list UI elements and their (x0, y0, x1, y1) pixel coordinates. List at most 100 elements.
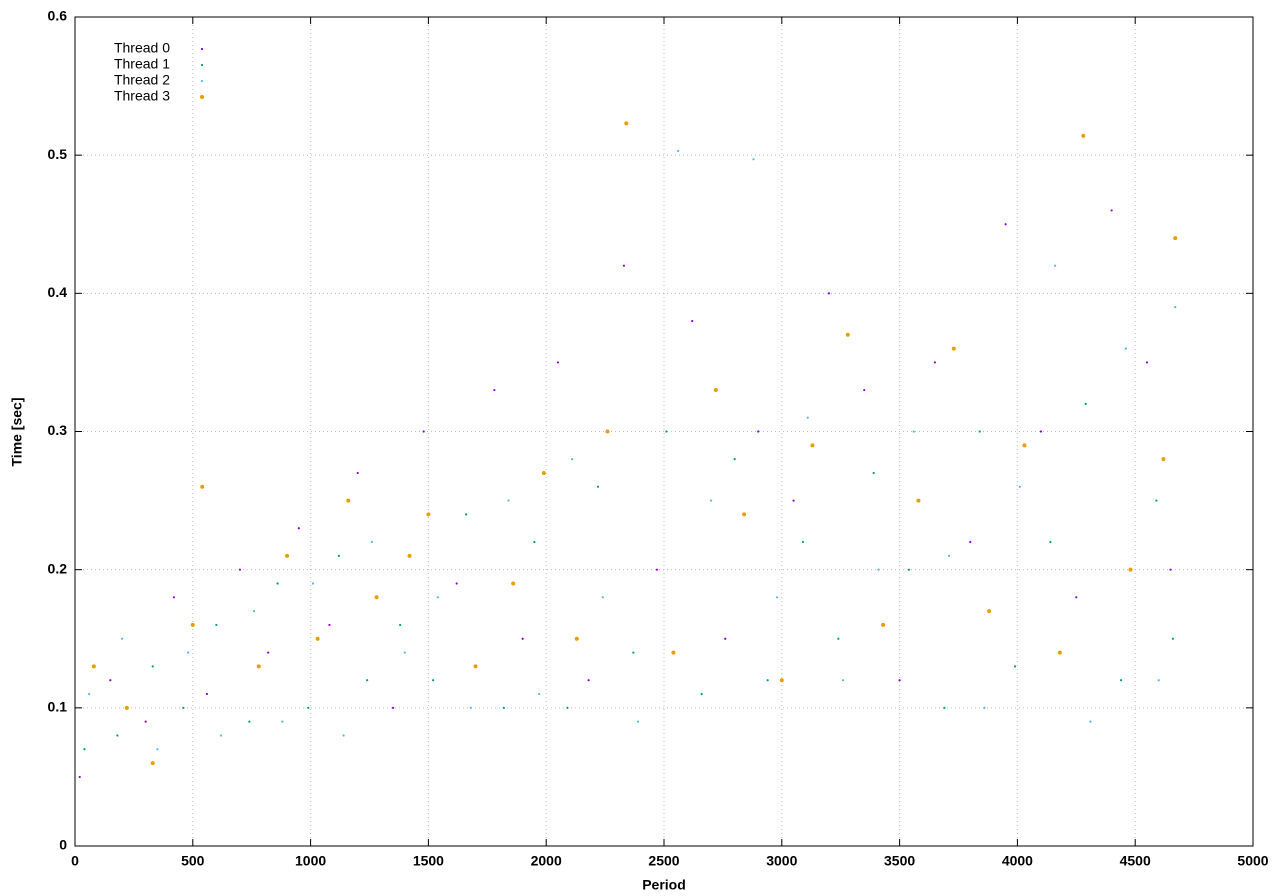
point (307, 706, 310, 709)
point (78, 775, 81, 779)
point (511, 581, 516, 586)
point (1049, 540, 1052, 544)
point (933, 361, 937, 364)
point (399, 623, 402, 627)
point (151, 665, 154, 668)
point (1155, 499, 1158, 502)
legend-marker (200, 79, 204, 83)
y-axis-label: Time [sec] (9, 398, 25, 467)
point (1157, 679, 1160, 682)
point (426, 512, 431, 517)
point (969, 540, 972, 544)
point (601, 596, 604, 599)
point (943, 706, 946, 709)
x-axis-label: Period (642, 877, 686, 893)
point (366, 679, 369, 682)
point (205, 692, 209, 696)
point (766, 679, 769, 682)
point (983, 706, 986, 709)
point (806, 416, 809, 419)
point (779, 678, 784, 683)
point (655, 568, 659, 571)
point (1171, 637, 1174, 640)
point (337, 554, 340, 557)
point (473, 664, 478, 669)
point (877, 568, 880, 571)
point (710, 499, 713, 502)
legend-label: Thread 3 (114, 88, 170, 104)
point (665, 430, 668, 433)
point (810, 443, 815, 448)
point (144, 720, 147, 723)
point (775, 596, 779, 599)
point (342, 734, 345, 737)
point (691, 319, 694, 323)
point (252, 610, 256, 613)
point (1161, 457, 1166, 462)
point (109, 679, 112, 682)
point (1089, 720, 1092, 723)
point (1081, 133, 1086, 138)
point (150, 761, 155, 766)
y-tick-label: 0.6 (48, 8, 68, 24)
y-tick-label: 0.1 (48, 699, 68, 715)
point (83, 748, 86, 751)
point (632, 651, 635, 654)
point (1145, 361, 1149, 364)
point (596, 485, 600, 488)
x-tick-label: 5000 (1237, 853, 1268, 869)
y-tick-label: 0.5 (48, 146, 68, 162)
point (624, 121, 629, 126)
point (315, 636, 320, 641)
point (1174, 306, 1177, 309)
point (1119, 679, 1123, 682)
point (742, 512, 747, 517)
point (713, 388, 718, 393)
point (374, 595, 379, 600)
legend-label: Thread 2 (114, 72, 170, 88)
point (792, 499, 795, 502)
legend-marker (200, 95, 204, 99)
point (88, 692, 91, 696)
point (219, 734, 223, 737)
point (978, 430, 981, 433)
point (1173, 236, 1178, 241)
point (346, 498, 351, 503)
point (256, 664, 261, 669)
x-tick-label: 4500 (1120, 853, 1151, 869)
point (464, 513, 468, 516)
point (311, 582, 315, 585)
point (493, 388, 496, 392)
legend-marker (200, 63, 204, 67)
point (285, 553, 290, 558)
point (636, 720, 640, 723)
point (281, 720, 284, 723)
point (182, 706, 185, 709)
point (200, 484, 205, 489)
point (370, 540, 373, 544)
point (541, 470, 546, 475)
point (267, 651, 270, 654)
point (898, 679, 901, 682)
x-tick-label: 1000 (295, 853, 326, 869)
x-tick-label: 2500 (648, 853, 679, 869)
point (801, 540, 805, 544)
point (297, 527, 300, 530)
x-tick-label: 3000 (766, 853, 797, 869)
point (356, 471, 359, 475)
x-tick-label: 4000 (1002, 853, 1033, 869)
point (827, 292, 831, 295)
point (987, 609, 992, 614)
x-tick-label: 2000 (531, 853, 562, 869)
point (533, 540, 536, 544)
y-tick-label: 0 (59, 837, 67, 853)
point (907, 568, 911, 571)
legend-label: Thread 1 (114, 56, 170, 72)
point (837, 637, 840, 640)
point (587, 679, 590, 682)
point (677, 149, 680, 153)
point (757, 430, 760, 433)
point (1169, 568, 1172, 571)
